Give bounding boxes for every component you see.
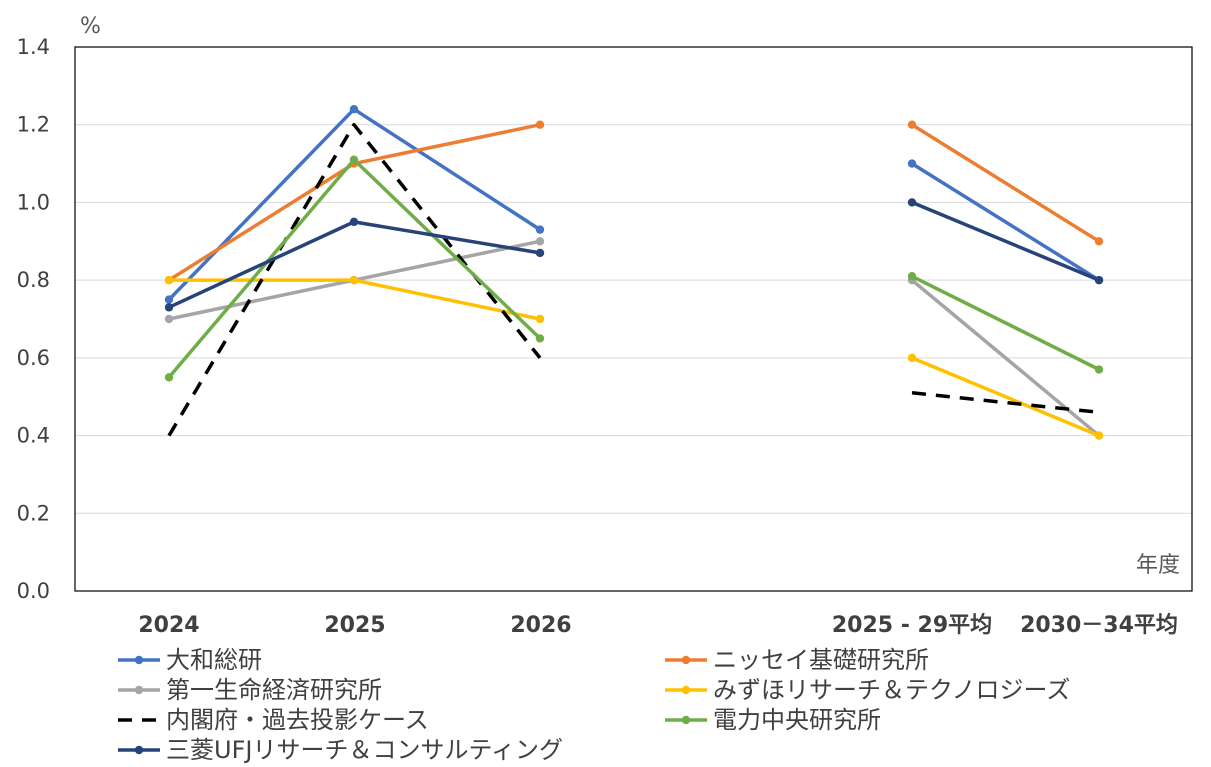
data-point	[535, 314, 545, 324]
series-3	[164, 237, 1104, 440]
y-axis-ticks: 0.0 0.2 0.4 0.6 0.8 1.0 1.2 1.4	[17, 35, 50, 603]
plot-area-border	[74, 46, 1193, 592]
series-line	[911, 391, 1100, 415]
data-point	[907, 353, 917, 363]
x-tick-label: 2026	[510, 613, 571, 638]
data-point	[349, 155, 359, 164]
legend-marker	[681, 715, 691, 725]
y-tick-label: 0.6	[17, 346, 50, 370]
data-point	[535, 237, 545, 246]
data-point	[164, 373, 174, 382]
series-line	[911, 200, 1100, 282]
data-point	[164, 303, 174, 312]
data-point	[535, 120, 545, 129]
legend-label: ニッセイ基礎研究所	[713, 646, 929, 674]
y-tick-label: 1.4	[17, 35, 50, 59]
x-tick-label: 2025 - 29平均	[832, 612, 992, 638]
series-line	[911, 162, 1100, 282]
y-tick-label: 1.2	[17, 113, 50, 137]
data-point	[907, 159, 917, 168]
data-point	[164, 314, 174, 324]
series-1	[164, 104, 1104, 304]
y-axis-unit: %	[80, 14, 101, 39]
legend-marker	[134, 685, 144, 695]
data-point	[907, 120, 917, 129]
legend-item: ニッセイ基礎研究所	[665, 646, 929, 674]
y-tick-label: 1.0	[17, 190, 50, 214]
y-tick-label: 0.0	[17, 579, 50, 603]
legend-label: みずほリサーチ＆テクノロジーズ	[713, 676, 1070, 704]
data-point	[349, 104, 359, 114]
data-point	[1094, 431, 1104, 440]
data-point	[535, 334, 545, 343]
data-point	[535, 248, 545, 258]
x-axis-unit: 年度	[1136, 553, 1180, 578]
legend-item: みずほリサーチ＆テクノロジーズ	[665, 676, 1070, 704]
legend-item: 内閣府・過去投影ケース	[118, 706, 429, 734]
legend-marker	[134, 745, 144, 755]
data-point	[164, 295, 174, 304]
data-point	[164, 275, 174, 285]
y-tick-label: 0.8	[17, 268, 50, 292]
legend-label: 電力中央研究所	[713, 706, 881, 734]
legend-label: 第一生命経済研究所	[166, 676, 382, 704]
data-point	[1094, 275, 1104, 285]
data-point	[907, 198, 917, 207]
series-line	[911, 356, 1100, 438]
legend-item: 大和総研	[118, 646, 262, 674]
legend-marker	[681, 685, 691, 695]
data-point	[907, 272, 917, 281]
legend-label: 三菱UFJリサーチ＆コンサルティング	[166, 736, 563, 764]
data-point	[349, 217, 359, 227]
series-line	[911, 274, 1100, 372]
y-tick-label: 0.2	[17, 501, 50, 525]
data-point	[349, 275, 359, 285]
x-tick-label: 2024	[138, 613, 199, 638]
x-tick-label: 2030－34平均	[1020, 612, 1178, 638]
series-lines	[164, 104, 1104, 440]
legend-marker	[134, 655, 144, 665]
legend-item: 第一生命経済研究所	[118, 676, 382, 704]
data-point	[1094, 365, 1104, 374]
series-7	[164, 198, 1104, 312]
data-point	[535, 225, 545, 234]
legend-label: 内閣府・過去投影ケース	[166, 706, 429, 734]
series-line	[911, 123, 1100, 243]
legend-item: 電力中央研究所	[665, 706, 881, 734]
series-6	[164, 155, 1104, 382]
legend-marker	[681, 655, 691, 665]
y-tick-label: 0.4	[17, 424, 50, 448]
gridlines	[75, 124, 1192, 514]
legend-label: 大和総研	[166, 646, 262, 674]
data-point	[1094, 237, 1104, 246]
legend-item: 三菱UFJリサーチ＆コンサルティング	[118, 736, 563, 764]
series-line	[168, 220, 541, 309]
x-tick-label: 2025	[324, 613, 385, 638]
x-axis-ticks: 2024 2025 2026 2025 - 29平均 2030－34平均	[138, 612, 1178, 638]
